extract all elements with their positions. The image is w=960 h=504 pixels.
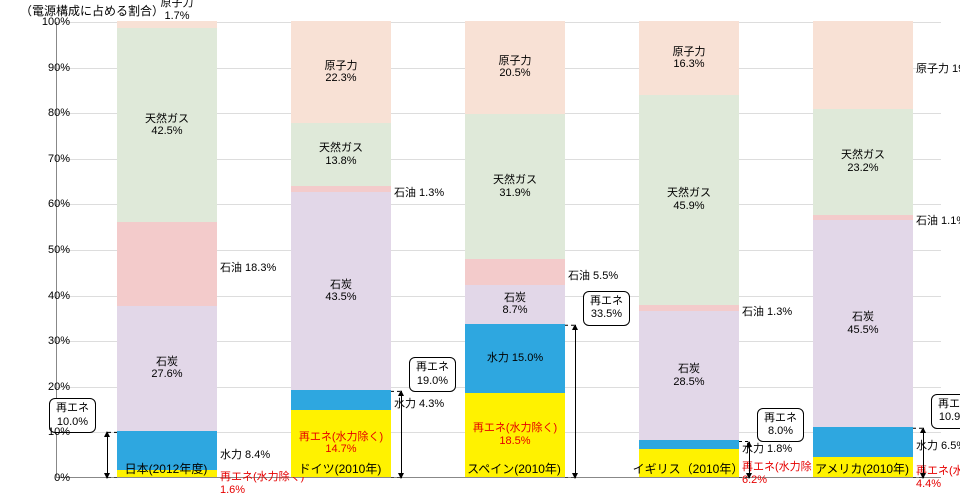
energy-mix-stacked-bar-chart: （電源構成に占める割合） 天然ガス 42.5%石炭 27.6%再エネ(水力除く)… bbox=[0, 0, 960, 504]
y-tick: 90% bbox=[26, 62, 70, 74]
y-tick: 50% bbox=[26, 244, 70, 256]
segment-top-label: 原子力 1.7% bbox=[137, 0, 217, 22]
y-tick: 30% bbox=[26, 335, 70, 347]
callout-dash bbox=[57, 22, 942, 478]
y-tick: 0% bbox=[26, 472, 70, 484]
plot-area: 天然ガス 42.5%石炭 27.6%再エネ(水力除く) 1.6%水力 8.4%石… bbox=[56, 22, 941, 478]
y-tick: 70% bbox=[26, 153, 70, 165]
y-tick: 60% bbox=[26, 198, 70, 210]
y-tick: 20% bbox=[26, 381, 70, 393]
y-tick: 80% bbox=[26, 107, 70, 119]
x-axis-label-spain: スペイン(2010年) bbox=[444, 460, 584, 477]
x-axis-label-usa: アメリカ(2010年) bbox=[792, 460, 932, 477]
y-tick: 10% bbox=[26, 426, 70, 438]
y-tick: 100% bbox=[26, 16, 70, 28]
x-axis-label-uk: イギリス（2010年） bbox=[618, 460, 758, 477]
x-axis-label-germany: ドイツ(2010年) bbox=[270, 460, 410, 477]
x-axis-label-japan: 日本(2012年度) bbox=[96, 460, 236, 477]
y-tick: 40% bbox=[26, 290, 70, 302]
